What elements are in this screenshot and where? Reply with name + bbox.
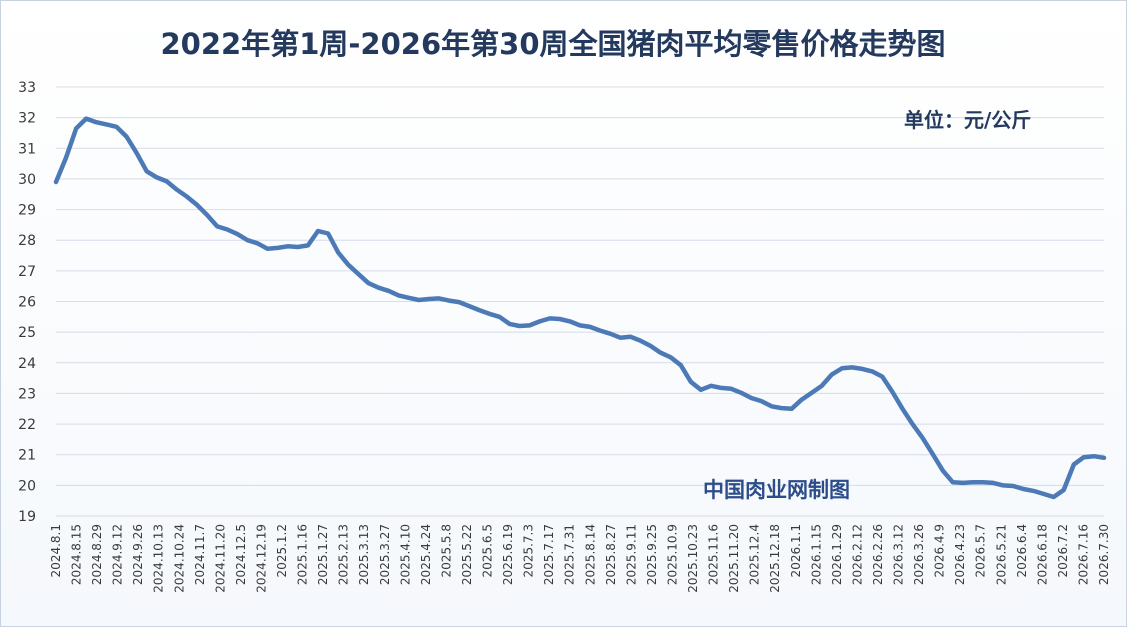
x-tick-label: 2025.6.5 bbox=[481, 524, 495, 577]
x-tick-label: 2025.6.19 bbox=[501, 524, 515, 585]
y-tick-label: 29 bbox=[18, 203, 36, 219]
x-tick-label: 2026.5.7 bbox=[974, 524, 988, 577]
x-tick-label: 2025.3.13 bbox=[357, 524, 371, 585]
x-tick-label: 2025.9.11 bbox=[624, 524, 638, 585]
x-tick-label: 2025.3.27 bbox=[378, 524, 392, 585]
y-tick-label: 25 bbox=[18, 325, 36, 341]
x-tick-label: 2024.8.1 bbox=[49, 524, 63, 577]
y-tick-label: 32 bbox=[18, 111, 36, 127]
y-tick-label: 27 bbox=[18, 264, 36, 280]
x-tick-label: 2024.12.5 bbox=[234, 524, 248, 585]
x-tick-label: 2025.7.17 bbox=[542, 524, 556, 585]
x-tick-label: 2024.10.13 bbox=[152, 524, 166, 593]
x-tick-label: 2024.11.7 bbox=[193, 524, 207, 585]
y-axis-ticks: 19 20 21 22 23 24 25 26 27 28 29 30 31 32 33 bbox=[18, 80, 36, 525]
x-tick-label: 2025.5.8 bbox=[439, 524, 453, 577]
x-tick-label: 2026.1.15 bbox=[809, 524, 823, 585]
x-tick-label: 2025.11.20 bbox=[727, 524, 741, 593]
x-tick-label: 2025.4.10 bbox=[398, 524, 412, 585]
x-tick-label: 2026.7.2 bbox=[1056, 524, 1070, 577]
x-tick-label: 2026.4.9 bbox=[933, 524, 947, 577]
y-tick-label: 19 bbox=[18, 509, 36, 525]
y-tick-label: 26 bbox=[18, 295, 36, 311]
x-tick-label: 2025.1.16 bbox=[296, 524, 310, 585]
series-line-pork-price bbox=[53, 116, 1107, 500]
x-tick-label: 2026.1.29 bbox=[830, 524, 844, 585]
x-tick-label: 2025.10.9 bbox=[666, 524, 680, 585]
x-tick-label: 2026.2.12 bbox=[850, 524, 864, 585]
x-tick-label: 2024.12.19 bbox=[255, 524, 269, 593]
x-axis-ticks: 2024.8.1 2024.8.15 2024.8.29 2024.9.12 2024.… bbox=[49, 524, 1111, 593]
x-tick-label: 2024.8.29 bbox=[90, 524, 104, 585]
x-tick-label: 2026.2.26 bbox=[871, 524, 885, 585]
x-tick-label: 2024.11.20 bbox=[213, 524, 227, 593]
unit-label: 单位：元/公斤 bbox=[904, 108, 1031, 132]
y-tick-label: 20 bbox=[18, 478, 36, 494]
y-tick-label: 31 bbox=[18, 141, 36, 157]
x-tick-label: 2025.1.27 bbox=[316, 524, 330, 585]
y-tick-label: 22 bbox=[18, 417, 36, 433]
x-tick-label: 2024.9.26 bbox=[131, 524, 145, 585]
x-tick-label: 2026.7.16 bbox=[1077, 524, 1091, 585]
x-tick-label: 2025.9.25 bbox=[645, 524, 659, 585]
x-tick-label: 2024.9.12 bbox=[111, 524, 125, 585]
x-tick-label: 2026.1.1 bbox=[789, 524, 803, 577]
x-tick-label: 2024.10.24 bbox=[172, 524, 186, 593]
y-tick-label: 33 bbox=[18, 80, 36, 96]
x-tick-label: 2025.8.27 bbox=[604, 524, 618, 585]
x-tick-label: 2025.11.6 bbox=[707, 524, 721, 585]
x-tick-label: 2026.7.30 bbox=[1097, 524, 1111, 585]
x-tick-label: 2025.5.22 bbox=[460, 524, 474, 585]
x-tick-label: 2025.4.24 bbox=[419, 524, 433, 585]
x-tick-label: 2026.4.23 bbox=[953, 524, 967, 585]
grid-lines bbox=[56, 86, 1104, 517]
x-tick-label: 2026.6.4 bbox=[1015, 524, 1029, 577]
y-tick-label: 23 bbox=[18, 386, 36, 402]
y-tick-label: 30 bbox=[18, 172, 36, 188]
x-tick-label: 2026.3.26 bbox=[912, 524, 926, 585]
x-tick-label: 2025.7.31 bbox=[563, 524, 577, 585]
x-tick-label: 2025.7.3 bbox=[522, 524, 536, 577]
y-tick-label: 24 bbox=[18, 356, 36, 372]
y-tick-label: 21 bbox=[18, 448, 36, 464]
x-tick-label: 2025.1.2 bbox=[275, 524, 289, 577]
x-tick-label: 2025.12.18 bbox=[768, 524, 782, 593]
x-tick-label: 2026.6.18 bbox=[1035, 524, 1049, 585]
x-tick-label: 2025.8.14 bbox=[583, 524, 597, 585]
x-tick-label: 2024.8.15 bbox=[70, 524, 84, 585]
x-tick-label: 2025.2.13 bbox=[337, 524, 351, 585]
x-tick-label: 2026.5.21 bbox=[994, 524, 1008, 585]
x-tick-label: 2026.3.12 bbox=[892, 524, 906, 585]
y-tick-label: 28 bbox=[18, 233, 36, 249]
x-tick-label: 2025.12.4 bbox=[748, 524, 762, 585]
chart-title: 2022年第1周-2026年第30周全国猪肉平均零售价格走势图 bbox=[161, 27, 946, 61]
x-tick-label: 2025.10.23 bbox=[686, 524, 700, 593]
source-label: 中国肉业网制图 bbox=[703, 478, 850, 502]
